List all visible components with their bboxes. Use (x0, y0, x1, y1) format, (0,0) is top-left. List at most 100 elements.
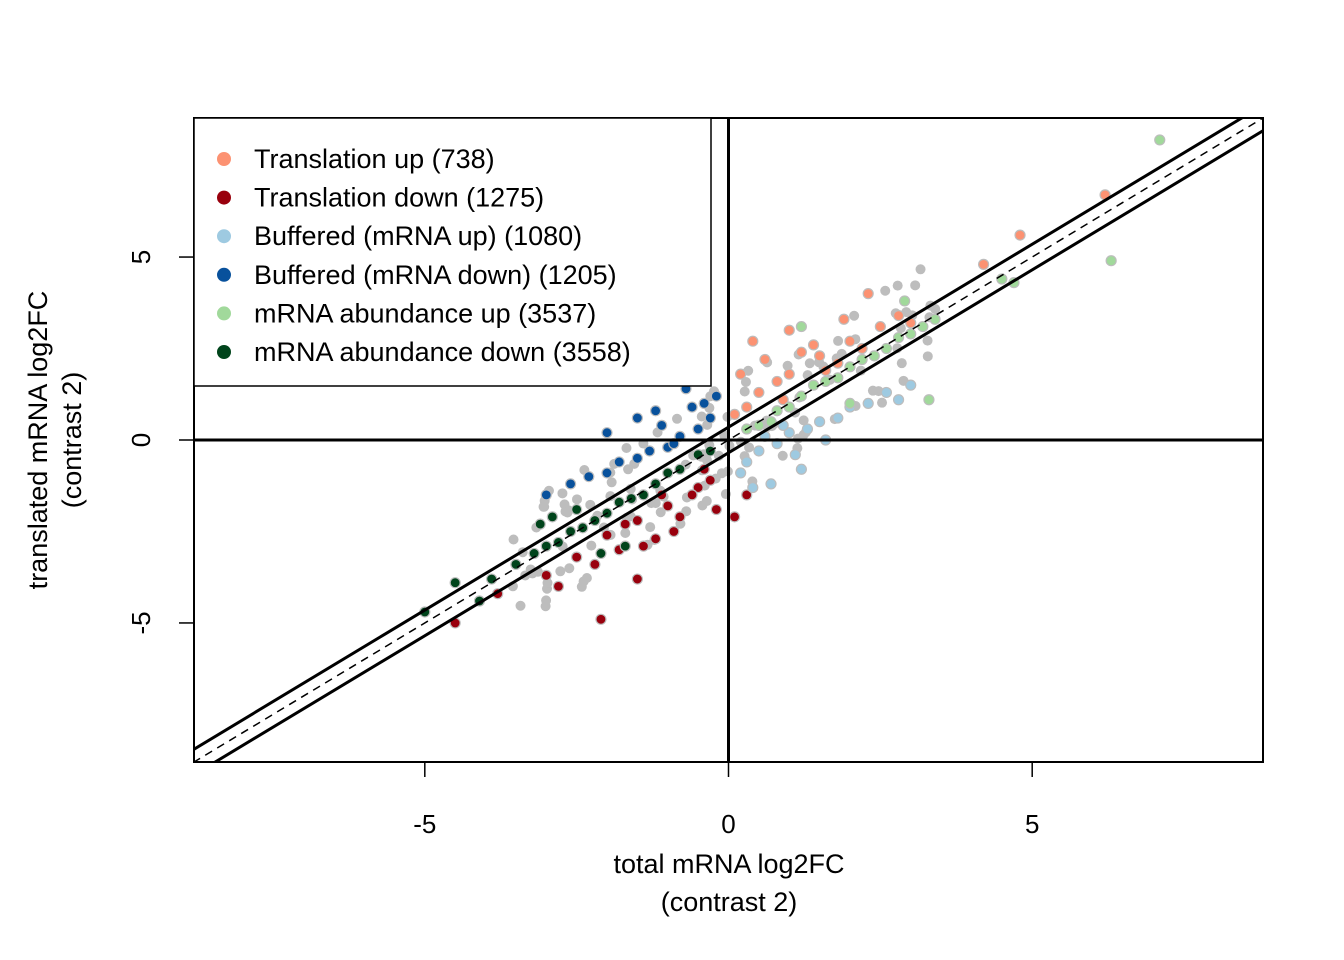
data-point-series-6 (571, 503, 583, 516)
y-axis-title-line2: (contrast 2) (57, 372, 87, 509)
legend-marker (217, 306, 231, 321)
data-point-series-6 (510, 558, 522, 571)
x-axis-title-line2: (contrast 2) (661, 887, 798, 917)
background-point (564, 563, 575, 574)
background-point (782, 360, 793, 371)
data-point-series-3 (814, 416, 826, 428)
data-point-series-2 (686, 489, 698, 501)
data-point-series-5 (905, 328, 917, 340)
background-point (621, 443, 632, 454)
data-point-series-1 (728, 408, 741, 420)
data-point-series-1 (735, 368, 747, 380)
data-point-series-3 (765, 478, 777, 490)
legend-label: Translation up (738) (254, 144, 495, 174)
legend-label: mRNA abundance up (3537) (254, 298, 596, 328)
background-point (620, 527, 631, 538)
data-point-series-4 (686, 401, 698, 413)
background-point (645, 522, 656, 533)
data-point-series-1 (795, 346, 807, 358)
background-point (740, 376, 751, 387)
data-point-series-5 (892, 331, 905, 344)
data-point-series-3 (892, 394, 905, 406)
legend-marker (217, 267, 231, 282)
identity-dashed-line (194, 118, 1263, 762)
data-point-series-6 (528, 547, 540, 560)
data-point-series-4 (631, 412, 643, 424)
background-point (896, 358, 907, 369)
x-tick-label: 0 (721, 809, 735, 839)
data-point-series-3 (747, 481, 759, 494)
background-point (716, 468, 727, 479)
data-point-series-2 (631, 573, 643, 585)
background-point (538, 501, 549, 512)
data-point-series-1 (838, 313, 850, 325)
data-point-series-4 (656, 419, 668, 431)
data-point-series-2 (741, 489, 753, 501)
data-point-series-2 (637, 540, 650, 552)
legend: Translation up (738) Translation down (12… (193, 117, 712, 387)
data-point-series-1 (892, 309, 905, 322)
legend-marker (217, 190, 231, 205)
data-point-series-3 (789, 449, 801, 461)
data-point-series-4 (631, 452, 643, 464)
background-point (555, 566, 566, 577)
data-point-series-2 (589, 558, 601, 571)
data-point-series-6 (619, 540, 631, 552)
background-point (833, 335, 844, 346)
data-point-series-6 (534, 518, 546, 530)
data-point-series-1 (783, 368, 795, 380)
background-point (880, 285, 891, 296)
data-point-series-5 (795, 320, 807, 333)
background-point (739, 386, 750, 397)
data-point-series-5 (880, 342, 893, 355)
background-point (849, 310, 860, 321)
x-tick-label: 5 (1025, 809, 1039, 839)
x-tick-label: -5 (413, 809, 436, 839)
background-point (744, 442, 755, 453)
background-point (623, 464, 634, 475)
background-point (915, 264, 926, 275)
legend-marker (217, 229, 231, 244)
data-point-series-4 (583, 470, 595, 483)
data-point-series-2 (728, 511, 741, 523)
background-point (508, 534, 519, 545)
legend-label: Buffered (mRNA up) (1080) (254, 221, 582, 251)
data-point-series-2 (631, 514, 643, 527)
data-point-series-1 (862, 288, 874, 300)
threshold-line (194, 118, 1245, 751)
data-point-series-2 (552, 580, 565, 592)
data-point-series-2 (674, 511, 686, 523)
background-point (576, 581, 587, 592)
background-point (515, 600, 526, 611)
data-point-series-2 (692, 481, 704, 494)
threshold-line (212, 129, 1263, 762)
data-point-series-5 (917, 320, 929, 333)
background-point (572, 494, 583, 505)
x-axis-title-line1: total mRNA log2FC (613, 849, 844, 879)
data-point-series-1 (747, 335, 759, 347)
data-point-series-4 (698, 397, 710, 410)
background-point (798, 415, 809, 426)
data-point-series-3 (795, 463, 807, 475)
data-point-series-6 (674, 463, 686, 475)
data-point-series-6 (595, 547, 607, 560)
background-point (655, 507, 666, 518)
data-point-series-4 (601, 427, 613, 439)
data-point-series-5 (923, 394, 935, 406)
y-tick-label: -5 (126, 611, 156, 634)
data-point-series-5 (929, 313, 941, 325)
data-point-series-2 (662, 500, 674, 512)
background-point (696, 411, 707, 422)
data-point-series-6 (613, 496, 625, 508)
background-point (650, 498, 661, 509)
data-point-series-6 (486, 573, 498, 585)
data-point-series-3 (880, 386, 893, 399)
data-point-series-5 (807, 379, 820, 391)
data-point-series-5 (832, 372, 844, 384)
background-point (541, 595, 552, 606)
data-point-series-2 (650, 533, 662, 545)
data-point-series-4 (564, 478, 577, 490)
background-point (867, 385, 878, 396)
data-point-series-5 (820, 375, 832, 388)
background-point (804, 358, 815, 369)
